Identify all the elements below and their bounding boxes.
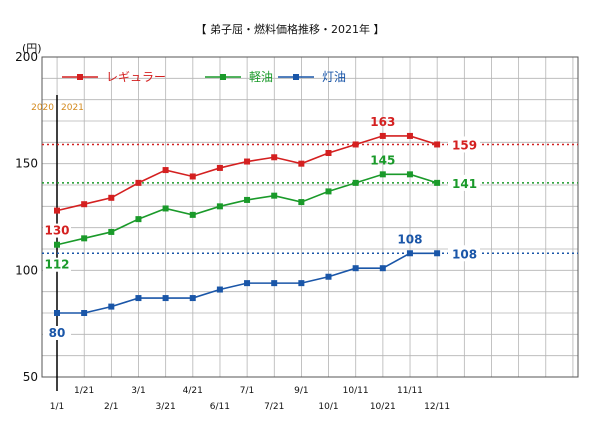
reference-label: 159 <box>452 138 477 152</box>
data-labels: 130 163 112 145 80 108 <box>43 115 422 340</box>
data-point <box>216 203 223 210</box>
legend-label: 灯油 <box>322 70 346 84</box>
legend: レギュラー 軽油 灯油 <box>62 70 346 84</box>
data-point <box>434 141 441 148</box>
data-point <box>434 250 441 257</box>
data-point <box>298 280 305 287</box>
data-label: 130 <box>44 224 69 238</box>
data-point <box>108 228 115 235</box>
data-label: 112 <box>44 258 69 272</box>
reference-label: 141 <box>452 177 477 191</box>
data-point <box>189 295 196 302</box>
data-point <box>81 310 88 316</box>
data-point <box>352 179 359 186</box>
data-point <box>108 194 115 201</box>
legend-marker <box>220 74 226 80</box>
reference-label: 108 <box>452 247 477 261</box>
data-point <box>352 141 359 148</box>
data-point <box>244 280 251 287</box>
x-tick-label: 1/1 <box>50 402 64 412</box>
data-point <box>135 179 142 186</box>
x-tick-label: 10/1 <box>318 402 338 412</box>
axes: 2020 2021 50 100 150 200 1/1 1/21 2/1 3/1 3/21 4/21… <box>15 50 579 412</box>
data-point <box>162 205 169 212</box>
data-point <box>216 286 223 293</box>
data-point <box>325 188 332 195</box>
data-point <box>379 171 386 178</box>
x-tick-label: 2/1 <box>104 402 118 412</box>
chart-title: 【 弟子屈・燃料価格推移・2021年 】 <box>196 22 385 36</box>
data-label-bg <box>43 326 71 340</box>
data-point <box>434 179 441 186</box>
data-label: 145 <box>370 153 395 167</box>
reference-label-bg <box>448 174 480 191</box>
data-point <box>162 295 169 302</box>
data-point <box>379 265 386 272</box>
data-point <box>54 207 60 214</box>
x-tick-label: 4/21 <box>183 386 203 396</box>
data-point <box>135 295 142 302</box>
x-tick-label: 3/1 <box>131 386 145 396</box>
data-point <box>379 132 386 139</box>
legend-label: 軽油 <box>249 70 273 84</box>
x-tick-label: 6/11 <box>210 402 230 412</box>
data-point <box>298 160 305 167</box>
legend-marker <box>293 74 299 80</box>
data-point <box>162 167 169 174</box>
data-point <box>81 235 88 242</box>
x-tick-label: 3/21 <box>155 402 175 412</box>
data-point <box>244 196 251 203</box>
y-tick-label: 100 <box>15 263 38 277</box>
data-point <box>216 164 223 171</box>
plot-frame <box>41 56 579 378</box>
reference-lines: 159 141 108 <box>42 136 578 262</box>
x-tick-label: 7/21 <box>264 402 284 412</box>
x-tick-label: 9/1 <box>294 386 308 396</box>
reference-label-bg <box>448 245 480 262</box>
x-tick-label: 10/11 <box>343 386 369 396</box>
x-tick-label: 10/21 <box>370 402 396 412</box>
data-point <box>189 173 196 180</box>
x-tick-label: 11/11 <box>397 386 423 396</box>
data-point <box>189 211 196 218</box>
data-point <box>54 310 60 316</box>
data-label-bg <box>43 223 71 238</box>
y-tick-label: 200 <box>15 50 38 64</box>
legend-marker <box>77 74 83 80</box>
legend-label: レギュラー <box>106 70 166 84</box>
data-point <box>298 199 305 206</box>
x-tick-label: 12/11 <box>424 402 450 412</box>
series-group <box>54 132 441 316</box>
year-label-2020: 2020 <box>31 103 54 113</box>
data-label: 163 <box>370 115 395 129</box>
data-point <box>271 280 278 287</box>
data-point <box>325 273 332 280</box>
data-point <box>54 241 60 248</box>
data-point <box>352 265 359 272</box>
grid <box>42 56 578 378</box>
data-point <box>325 150 332 156</box>
data-point <box>406 171 413 178</box>
data-label: 80 <box>49 326 66 340</box>
data-label-bg <box>43 257 71 272</box>
data-label: 108 <box>397 232 422 246</box>
y-unit-label: (円) <box>22 42 42 55</box>
y-tick-label: 50 <box>23 370 38 384</box>
reference-label-bg <box>448 136 480 153</box>
data-point <box>406 250 413 257</box>
x-tick-label: 7/1 <box>240 386 254 396</box>
data-point <box>271 154 278 161</box>
data-point <box>244 158 251 165</box>
data-point <box>108 303 115 310</box>
data-point <box>81 201 88 208</box>
y-tick-label: 150 <box>15 157 38 171</box>
data-point <box>135 216 142 223</box>
year-label-2021: 2021 <box>61 103 84 113</box>
x-tick-label: 1/21 <box>74 386 94 396</box>
data-point <box>406 132 413 139</box>
data-point <box>271 192 278 199</box>
